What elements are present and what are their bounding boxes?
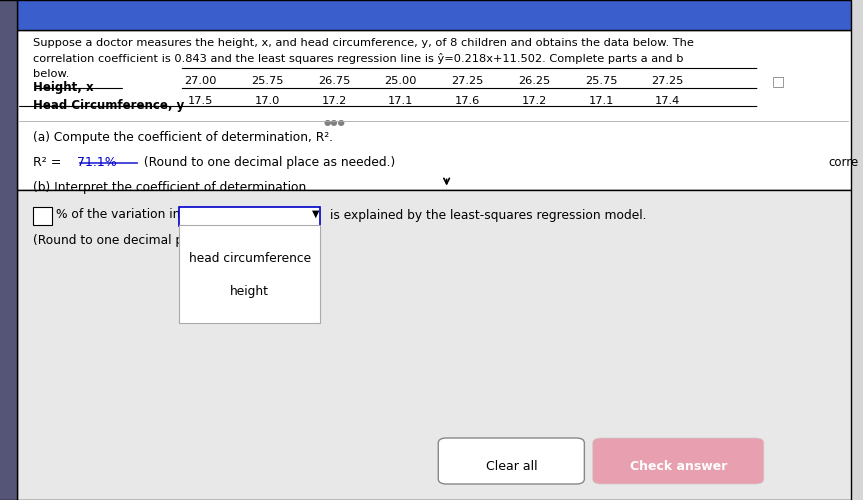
Text: ●●●: ●●● xyxy=(323,118,345,126)
Text: (Round to one decimal p: (Round to one decimal p xyxy=(34,234,184,247)
Text: 26.75: 26.75 xyxy=(318,76,350,86)
Text: 17.0: 17.0 xyxy=(255,96,280,106)
Text: correlation coefficient is 0.843 and the least squares regression line is ŷ=0.21: correlation coefficient is 0.843 and the… xyxy=(34,52,683,64)
Text: (a) Compute the coefficient of determination, R².: (a) Compute the coefficient of determina… xyxy=(34,131,333,144)
Text: 17.6: 17.6 xyxy=(455,96,480,106)
Text: Clear all: Clear all xyxy=(486,460,538,473)
Text: 17.2: 17.2 xyxy=(321,96,347,106)
Text: 17.4: 17.4 xyxy=(655,96,680,106)
FancyBboxPatch shape xyxy=(438,438,584,484)
Text: below.: below. xyxy=(34,69,70,79)
Text: 26.25: 26.25 xyxy=(518,76,551,86)
Text: Suppose a doctor measures the height, x, and head circumference, y, of 8 childre: Suppose a doctor measures the height, x,… xyxy=(34,38,695,48)
Text: 25.00: 25.00 xyxy=(384,76,417,86)
Text: head circumference: head circumference xyxy=(188,252,311,264)
Text: Height, x: Height, x xyxy=(34,81,94,94)
FancyBboxPatch shape xyxy=(16,0,852,30)
Text: ▼: ▼ xyxy=(312,208,319,218)
Text: 17.1: 17.1 xyxy=(388,96,413,106)
Text: 17.2: 17.2 xyxy=(521,96,547,106)
Text: Check answer: Check answer xyxy=(630,460,728,473)
Text: 25.75: 25.75 xyxy=(251,76,283,86)
Text: 25.75: 25.75 xyxy=(585,76,617,86)
FancyBboxPatch shape xyxy=(0,0,16,500)
Text: □: □ xyxy=(772,74,785,88)
Text: R² =: R² = xyxy=(34,156,66,169)
Text: 17.1: 17.1 xyxy=(589,96,614,106)
Text: % of the variation in: % of the variation in xyxy=(56,208,180,222)
Text: (Round to one decimal place as needed.): (Round to one decimal place as needed.) xyxy=(141,156,395,169)
Text: 27.00: 27.00 xyxy=(184,76,217,86)
Text: is explained by the least-squares regression model.: is explained by the least-squares regres… xyxy=(330,208,646,222)
Text: height: height xyxy=(230,285,269,298)
FancyBboxPatch shape xyxy=(16,30,852,190)
FancyBboxPatch shape xyxy=(16,190,852,500)
FancyBboxPatch shape xyxy=(180,225,319,322)
Text: 27.25: 27.25 xyxy=(451,76,483,86)
Text: Head Circumference, y: Head Circumference, y xyxy=(34,99,185,112)
Text: 17.5: 17.5 xyxy=(187,96,213,106)
Text: corre: corre xyxy=(828,156,859,169)
FancyBboxPatch shape xyxy=(593,438,764,484)
FancyBboxPatch shape xyxy=(34,207,52,225)
FancyBboxPatch shape xyxy=(180,207,319,226)
Text: (b) Interpret the coefficient of determination.: (b) Interpret the coefficient of determi… xyxy=(34,181,311,194)
Text: 27.25: 27.25 xyxy=(652,76,684,86)
Text: 71.1%: 71.1% xyxy=(77,156,117,169)
